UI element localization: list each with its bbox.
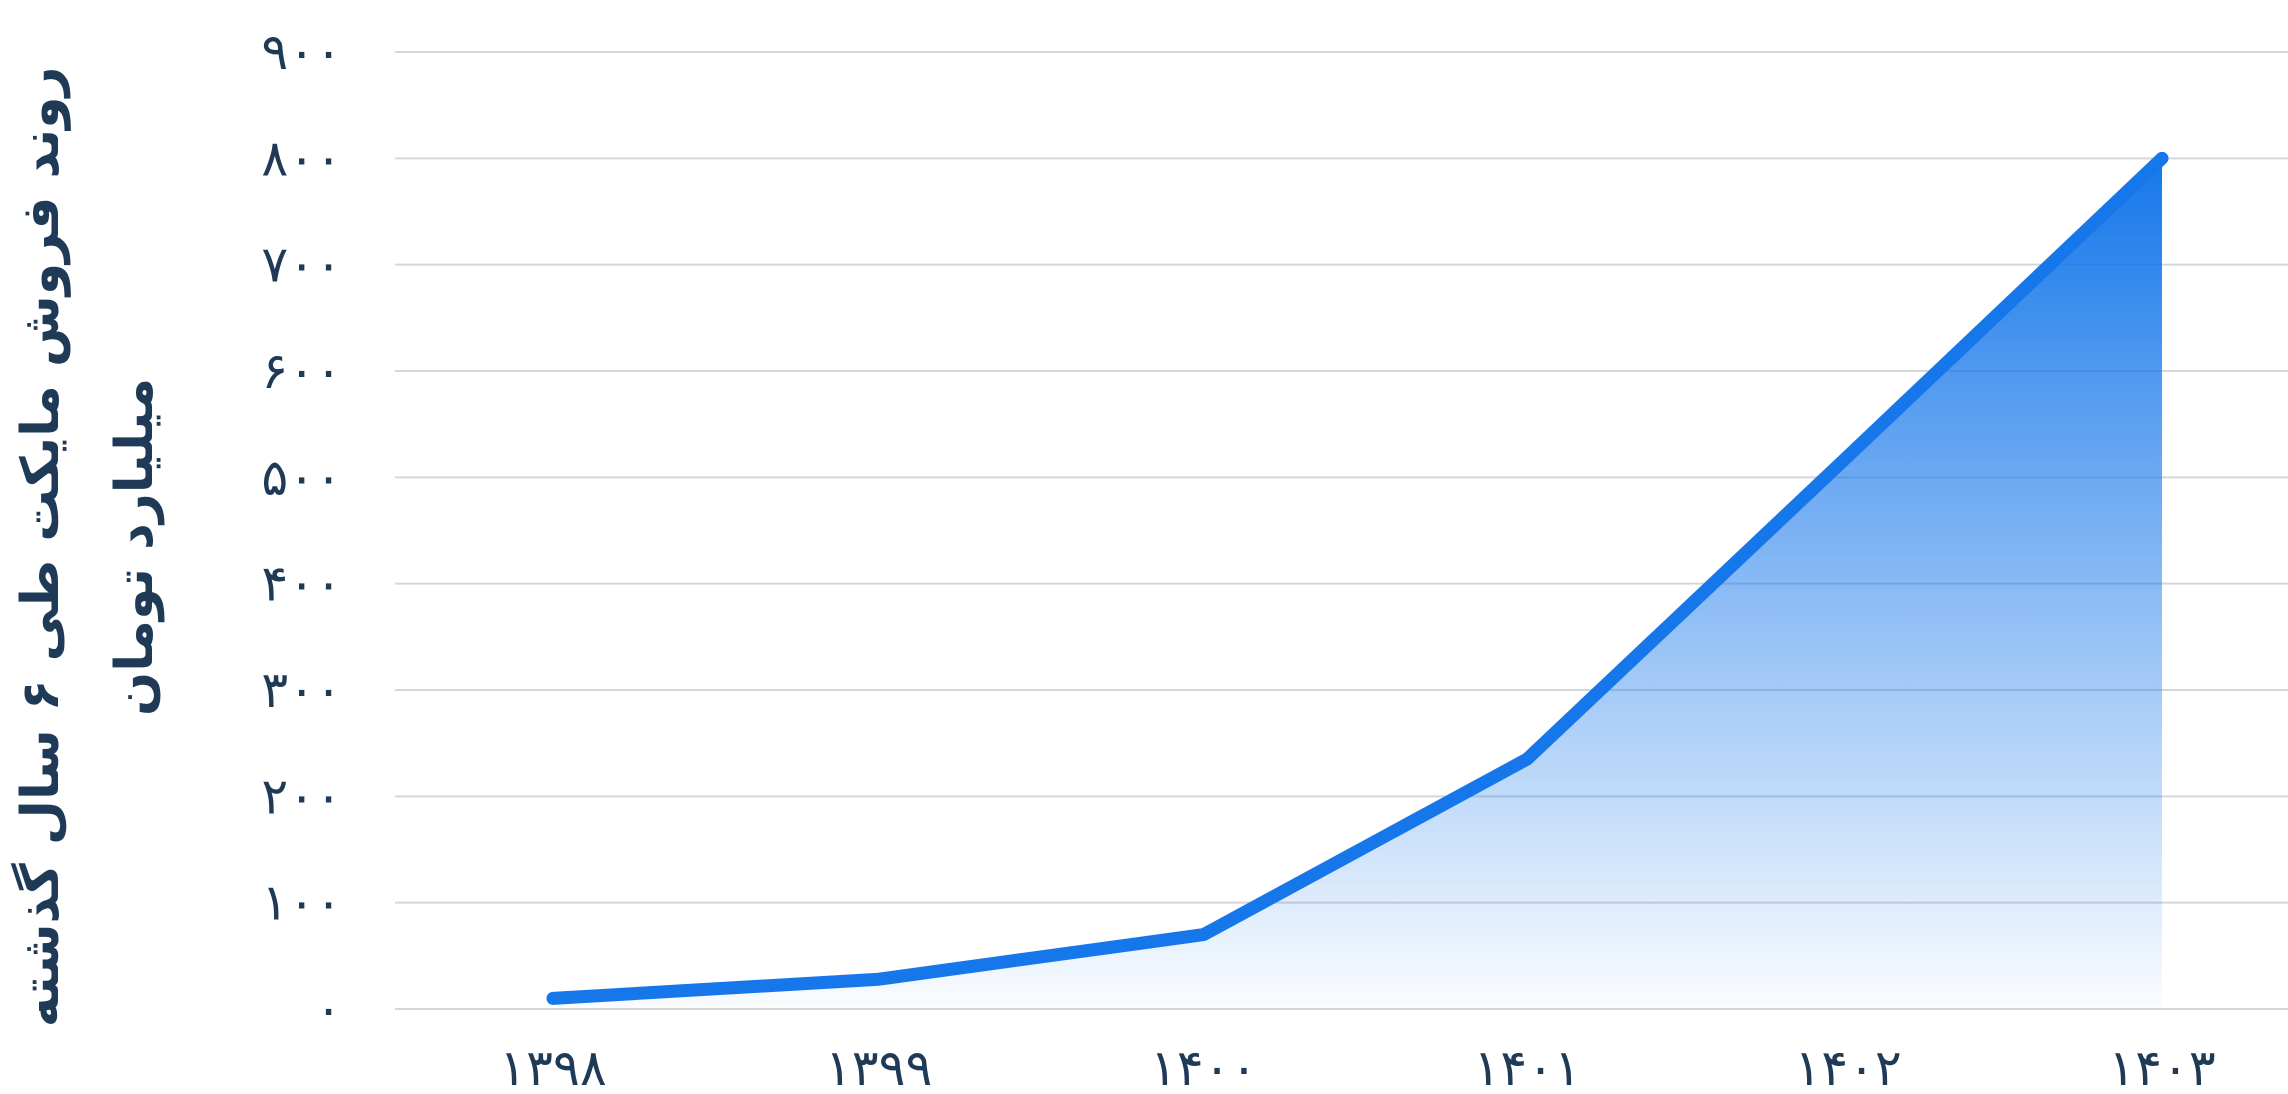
gridlines — [395, 51, 2288, 1010]
y-axis-ticks: ۰ ۱۰۰ ۲۰۰ ۳۰۰ ۴۰۰ ۵۰۰ ۶۰۰ ۷۰۰ ۸۰۰ ۹۰۰ — [261, 23, 342, 1038]
x-axis-ticks: ۱۳۹۸ ۱۳۹۹ ۱۴۰۰ ۱۴۰۱ ۱۴۰۲ ۱۴۰۳ — [499, 1039, 2215, 1094]
x-tick-label: ۱۴۰۳ — [2108, 1039, 2215, 1094]
x-tick-label: ۱۴۰۲ — [1794, 1039, 1901, 1094]
y-tick-label: ۳۰۰ — [261, 661, 342, 719]
y-tick-label: ۰ — [315, 980, 342, 1038]
line-layer — [546, 151, 2169, 1005]
y-tick-label: ۴۰۰ — [261, 555, 342, 613]
x-tick-label: ۱۴۰۱ — [1473, 1039, 1580, 1094]
series-area — [553, 158, 2162, 1010]
y-tick-label: ۶۰۰ — [261, 342, 342, 400]
y-tick-label: ۸۰۰ — [261, 129, 342, 187]
y-axis-title-line-1: روند فروش مایکت طی ۶ سال گذشته — [10, 67, 71, 1028]
y-tick-label: ۹۰۰ — [261, 23, 342, 81]
y-tick-label: ۷۰۰ — [261, 236, 342, 294]
y-tick-label: ۵۰۰ — [261, 448, 342, 506]
y-axis-title: روند فروش مایکت طی ۶ سال گذشته میلیارد ت… — [10, 67, 165, 1028]
y-tick-label: ۲۰۰ — [261, 767, 342, 825]
series-line — [546, 151, 2169, 1005]
x-tick-label: ۱۳۹۹ — [825, 1039, 932, 1094]
area-layer — [553, 158, 2162, 1010]
x-tick-label: ۱۴۰۰ — [1150, 1039, 1257, 1094]
y-tick-label: ۱۰۰ — [261, 874, 342, 932]
y-axis-title-line-2: میلیارد تومان — [105, 378, 165, 716]
x-tick-label: ۱۳۹۸ — [499, 1039, 606, 1094]
